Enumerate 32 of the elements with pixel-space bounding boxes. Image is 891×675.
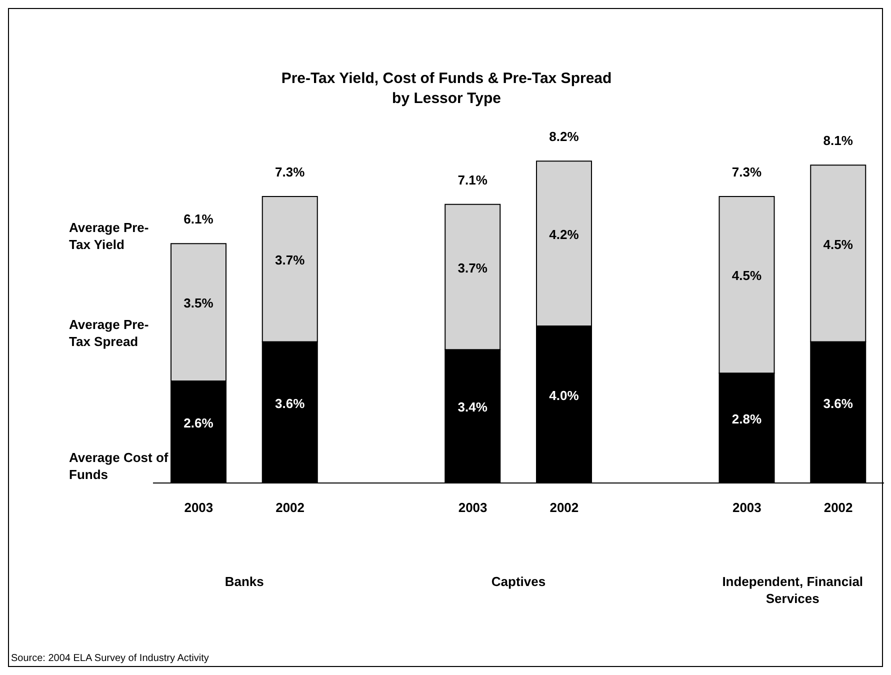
x-tick-label: 2003 [184,500,214,516]
data-label: 3.6% [275,396,306,411]
total-label: 6.1% [184,212,214,227]
total-label: 7.3% [732,164,762,180]
x-tick-label: 2002 [276,500,305,516]
data-label: 3.4% [458,400,488,415]
data-label: 2.6% [184,415,214,430]
text: Captives [490,573,547,590]
data-label: 4.5% [823,236,854,252]
data-label: 3.6% [823,396,854,411]
x-tick-label: 2003 [732,500,762,516]
chart-title: Pre-Tax Yield, Cost of Funds & Pre-Tax Spread by Lessor Type [280,69,613,109]
data-label: 3.7% [458,260,488,276]
data-label: 3.5% [184,296,214,311]
series-label: Average Pre-Tax Spread [69,316,150,350]
y-axis-title: Average Pre-Tax Yield [69,218,150,253]
total-label: 8.2% [549,129,580,144]
data-label: 2.8% [732,411,762,426]
x-tick-label: 2003 [458,500,488,516]
total-label: 7.3% [275,164,306,180]
data-label: 3.7% [275,252,306,268]
total-label: 8.1% [823,133,854,148]
data-label: 4.2% [549,227,580,242]
text: Independent, Financial Services [721,573,864,607]
x-tick-label: 2002 [550,500,579,516]
series-label: Average Cost of Funds [69,449,169,484]
data-label: 4.0% [549,388,580,403]
data-label: 4.5% [732,268,762,284]
source-note: Source: 2004 ELA Survey of Industry Activity [11,653,209,664]
total-label: 7.1% [458,172,488,188]
text: Banks [224,573,265,590]
x-tick-label: 2002 [824,500,853,516]
